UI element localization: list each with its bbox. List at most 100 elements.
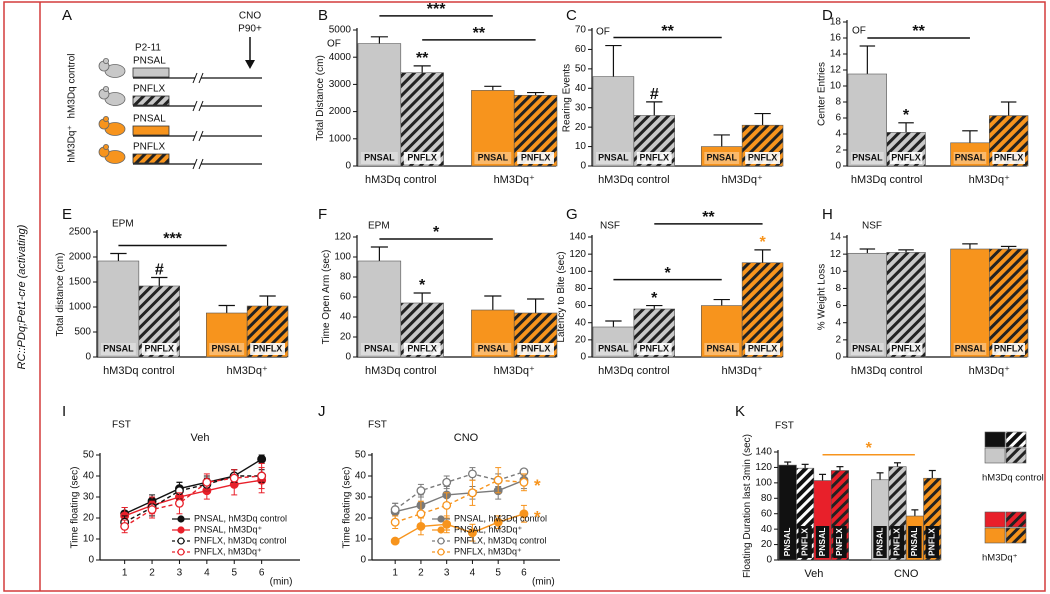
test-label: EPM	[112, 219, 134, 230]
y-axis-label: Total Distance (cm)	[315, 55, 326, 141]
treatment-label: PNSAL	[133, 56, 166, 67]
group-label: hM3Dq control	[598, 365, 670, 377]
y-tick-label: 12	[830, 249, 842, 260]
y-axis-label: % Weight Loss	[816, 264, 827, 331]
y-tick-label: 20	[83, 513, 95, 524]
category-box	[474, 152, 512, 164]
legend-marker	[437, 526, 445, 534]
y-axis-label: Rearing Events	[561, 64, 572, 132]
break-mark	[192, 158, 198, 170]
category-label: PNFLX	[640, 152, 670, 162]
point	[390, 536, 400, 546]
legend-label: PNFLX, hM3Dq control	[454, 535, 547, 545]
y-tick-label: 8	[835, 283, 841, 294]
legend-marker	[177, 526, 185, 534]
group-label: hM3Dq⁺	[494, 174, 535, 186]
significance-label: *	[664, 265, 671, 282]
category-label: PNSAL	[103, 343, 134, 353]
mouse-ear	[102, 143, 109, 150]
treatment-box	[132, 153, 170, 164]
y-tick-label: 40	[83, 471, 95, 482]
point	[257, 454, 267, 464]
series-line	[124, 475, 262, 527]
significance-label: #	[650, 86, 659, 103]
point	[442, 519, 452, 529]
y-tick-label: 16	[830, 33, 842, 44]
treatment-label: PNSAL	[133, 114, 166, 125]
side-label: RC::PDq;Pet1-cre (activating)	[16, 224, 28, 369]
y-tick-label: 14	[830, 232, 842, 243]
legend-marker	[177, 515, 185, 523]
group-label: hM3Dq⁺	[722, 174, 763, 186]
category-label: PNSAL	[955, 152, 986, 162]
y-tick-label: 0	[766, 555, 772, 566]
legend-label: PNFLX, hM3Dq control	[194, 535, 287, 545]
significance-label: #	[155, 262, 164, 279]
category-label: PNFLX	[994, 343, 1024, 353]
category-label: PNSAL	[782, 528, 792, 557]
bar	[847, 73, 888, 167]
category-label: PNFLX	[640, 343, 670, 353]
legend-label: hM3Dq control	[982, 473, 1044, 484]
test-label: NSF	[600, 221, 620, 232]
y-tick-label: 60	[575, 300, 587, 311]
bar	[357, 260, 402, 358]
y-tick-label: 30	[83, 492, 95, 503]
category-box	[851, 343, 884, 355]
category-box	[517, 343, 554, 355]
y-tick-label: 60	[761, 508, 773, 519]
point	[175, 498, 184, 508]
y-tick-label: 140	[755, 447, 772, 458]
point	[257, 471, 267, 481]
point	[519, 509, 529, 519]
group-label: hM3Dq control	[365, 365, 437, 377]
category-box	[953, 152, 987, 164]
category-label: PNSAL	[852, 152, 883, 162]
y-tick-label: 12	[830, 65, 842, 76]
test-label: OF	[327, 39, 341, 50]
point	[467, 528, 477, 538]
x-tick-label: 1	[122, 568, 128, 579]
category-box	[474, 343, 512, 355]
y-tick-label: 20	[761, 539, 773, 550]
significance-label: ***	[427, 1, 446, 18]
category-box	[953, 343, 987, 355]
y-tick-label: 1500	[69, 277, 92, 288]
x-tick-label: 4	[204, 568, 210, 579]
x-tick-label: 3	[444, 568, 450, 579]
legend-marker	[177, 537, 185, 545]
category-box	[250, 343, 285, 355]
group-label: hM3Dq⁺	[67, 125, 78, 163]
category-box	[209, 343, 245, 355]
y-tick-label: 120	[755, 462, 772, 473]
category-label: PNSAL	[817, 528, 827, 557]
category-label: PNFLX	[891, 152, 921, 162]
bar	[700, 305, 743, 358]
category-label: PNSAL	[478, 152, 509, 162]
series-line	[394, 513, 525, 542]
x-tick-label: 2	[149, 568, 155, 579]
panel-letter: K	[735, 403, 745, 420]
y-tick-label: 0	[345, 161, 351, 172]
category-label: PNFLX	[834, 528, 844, 556]
category-box	[833, 526, 847, 558]
panel-letter: E	[62, 206, 72, 223]
test-label: FST	[775, 421, 794, 432]
category-box	[141, 343, 177, 355]
point	[202, 477, 212, 487]
y-tick-label: 120	[569, 249, 586, 260]
y-axis-label: Latency to Bite (sec)	[556, 251, 567, 342]
category-box	[815, 526, 830, 558]
category-box	[992, 343, 1025, 355]
y-tick-label: 80	[761, 493, 773, 504]
category-box	[992, 152, 1025, 164]
y-tick-label: 0	[88, 555, 94, 566]
group-label: hM3Dq⁺	[969, 174, 1010, 186]
break-mark	[198, 72, 204, 84]
subtitle: Veh	[191, 432, 210, 444]
timeline-gap	[195, 133, 201, 139]
point	[442, 477, 452, 487]
y-axis-label: Total distance (cm)	[55, 253, 66, 337]
y-tick-label: 8	[835, 97, 841, 108]
y-tick-label: 6	[835, 300, 841, 311]
